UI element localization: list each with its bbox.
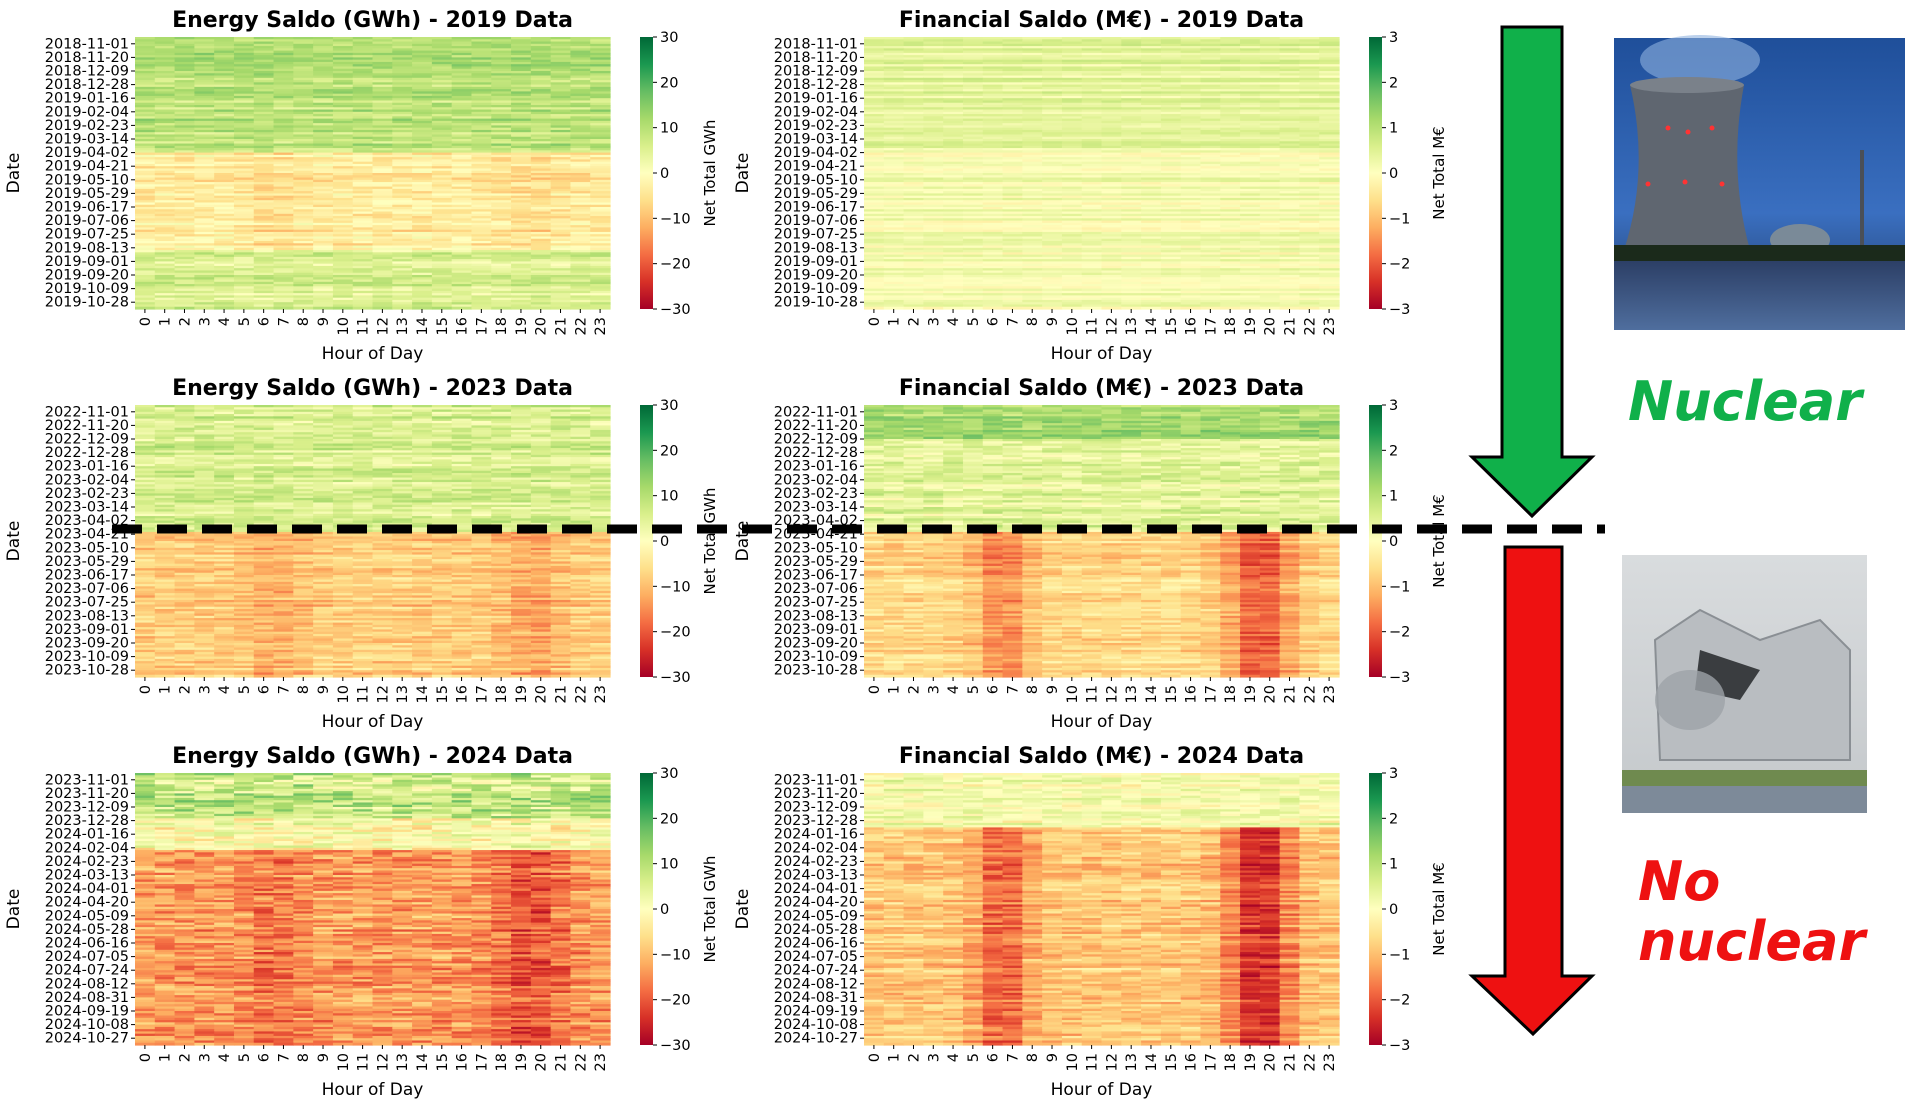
chart-title: Energy Saldo (GWh) - 2019 Data: [172, 8, 573, 33]
colorbar-tick-label: −30: [660, 302, 691, 318]
heatmap-panel: Financial Saldo (M€) - 2019 Data2018-11-…: [733, 8, 1448, 364]
x-tick-label: 8: [296, 317, 312, 326]
x-tick-label: 4: [217, 317, 233, 326]
heatmap-panel: Energy Saldo (GWh) - 2019 Data2018-11-01…: [4, 8, 719, 364]
colorbar-tick-label: 20: [660, 75, 678, 91]
x-tick-label: 10: [336, 317, 352, 335]
x-tick-label: 23: [593, 317, 609, 335]
x-tick-label: 22: [573, 317, 589, 335]
y-axis-label: Date: [4, 153, 24, 194]
colorbar-tick-label: 10: [660, 121, 678, 137]
x-tick-label: 0: [138, 317, 154, 326]
x-tick-label: 5: [237, 317, 253, 326]
x-tick-label: 11: [356, 317, 372, 335]
x-tick-label: 21: [554, 317, 570, 335]
x-tick-label: 9: [316, 317, 332, 326]
x-tick-label: 13: [395, 317, 411, 335]
x-tick-label: 2: [177, 317, 193, 326]
x-tick-label: 7: [276, 317, 292, 326]
x-tick-label: 18: [494, 317, 510, 335]
x-tick-label: 20: [534, 317, 550, 335]
x-tick-label: 3: [197, 317, 213, 326]
x-tick-label: 12: [375, 317, 391, 335]
chart-title: Financial Saldo (M€) - 2019 Data: [899, 8, 1304, 33]
colorbar-tick-label: 30: [660, 30, 678, 46]
x-tick-label: 6: [257, 317, 273, 326]
colorbar-label: Net Total GWh: [701, 120, 719, 227]
x-tick-label: 1: [158, 317, 174, 326]
colorbar-tick-label: −10: [660, 211, 691, 227]
x-tick-label: 14: [415, 317, 431, 335]
x-tick-label: 19: [514, 317, 530, 335]
colorbar-tick-label: −20: [660, 257, 691, 273]
x-tick-label: 17: [474, 317, 490, 335]
x-tick-label: 16: [455, 317, 471, 335]
y-tick-label: 2019-10-28: [45, 295, 129, 311]
colorbar: [640, 37, 653, 309]
x-tick-label: 15: [435, 317, 451, 335]
colorbar-tick-label: 0: [660, 166, 669, 182]
x-axis-label: Hour of Day: [322, 344, 424, 364]
